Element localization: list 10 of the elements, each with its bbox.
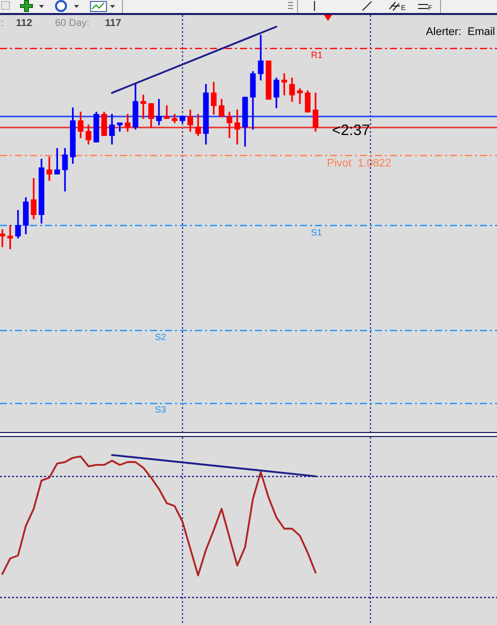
ref-line-label: S2 — [155, 332, 166, 342]
text: : — [1, 18, 4, 29]
ref-line-label: S3 — [155, 404, 166, 415]
text: 60 Day: — [55, 18, 90, 29]
text: Alerter: Email — [426, 26, 495, 38]
ref-line-label: R1 — [311, 50, 323, 60]
ref-line-label: S1 — [311, 227, 322, 238]
text: 112 — [16, 18, 33, 29]
text: 117 — [105, 18, 122, 29]
ref-line-label: Pivot 1.0822 — [327, 157, 392, 170]
